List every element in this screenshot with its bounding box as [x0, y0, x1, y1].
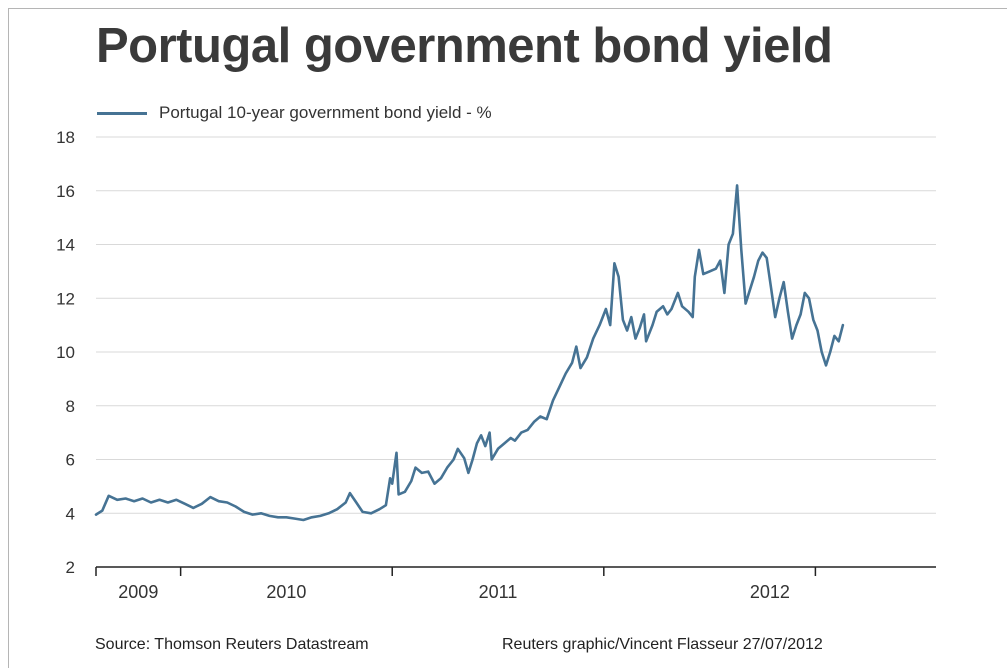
y-tick-label: 2 — [66, 558, 75, 577]
y-tick-label: 8 — [66, 397, 75, 416]
legend-label: Portugal 10-year government bond yield -… — [159, 103, 492, 122]
credit-note: Reuters graphic/Vincent Flasseur 27/07/2… — [502, 636, 823, 653]
legend: Portugal 10-year government bond yield -… — [97, 103, 492, 123]
line-chart: 2 4 6 8 10 12 14 16 18 2009 2010 2011 2012 — [56, 128, 936, 602]
y-tick-label: 6 — [66, 451, 75, 470]
x-tick-label: 2012 — [750, 582, 790, 602]
y-tick-label: 18 — [56, 128, 75, 147]
chart-frame — [8, 8, 1007, 668]
x-tick-label: 2011 — [479, 582, 518, 602]
chart-title: Portugal government bond yield — [96, 19, 833, 73]
y-tick-label: 4 — [66, 504, 75, 523]
x-tick-label: 2009 — [118, 582, 158, 602]
y-tick-label: 10 — [56, 343, 75, 362]
series-line — [94, 184, 845, 522]
legend-swatch — [97, 111, 147, 115]
x-tick-label: 2010 — [266, 582, 306, 602]
y-tick-label: 12 — [56, 289, 75, 308]
source-note: Source: Thomson Reuters Datastream — [95, 636, 369, 653]
y-tick-label: 14 — [56, 236, 75, 255]
y-tick-label: 16 — [56, 182, 75, 201]
